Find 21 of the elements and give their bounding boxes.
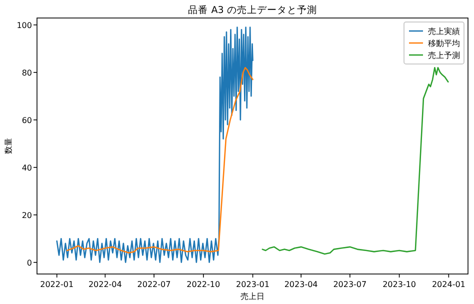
ylabel: 数量 [4,138,13,154]
x-tick-label: 2023-07 [333,280,367,289]
y-tick-label: 0 [26,258,32,268]
y-tick-label: 100 [16,20,32,30]
x-tick-label: 2023-01 [236,280,270,289]
legend-label: 売上予測 [428,51,460,60]
y-tick-label: 40 [22,163,32,172]
x-tick-label: 2024-01 [432,280,466,289]
x-tick-label: 2022-07 [137,280,171,289]
y-tick-label: 60 [22,116,32,125]
xlabel: 売上日 [240,292,264,301]
x-tick-label: 2022-10 [186,280,220,289]
x-tick-label: 2023-10 [382,280,416,289]
y-tick-label: 80 [22,68,32,78]
x-tick-label: 2022-04 [88,280,122,289]
legend-label: 移動平均 [428,39,460,48]
title: 品番 A3 の売上データと予測 [188,5,317,16]
legend-label: 売上実績 [428,27,460,36]
x-tick-label: 2023-04 [284,280,318,289]
y-tick-label: 20 [22,210,32,220]
x-tick-label: 2022-01 [40,280,74,289]
